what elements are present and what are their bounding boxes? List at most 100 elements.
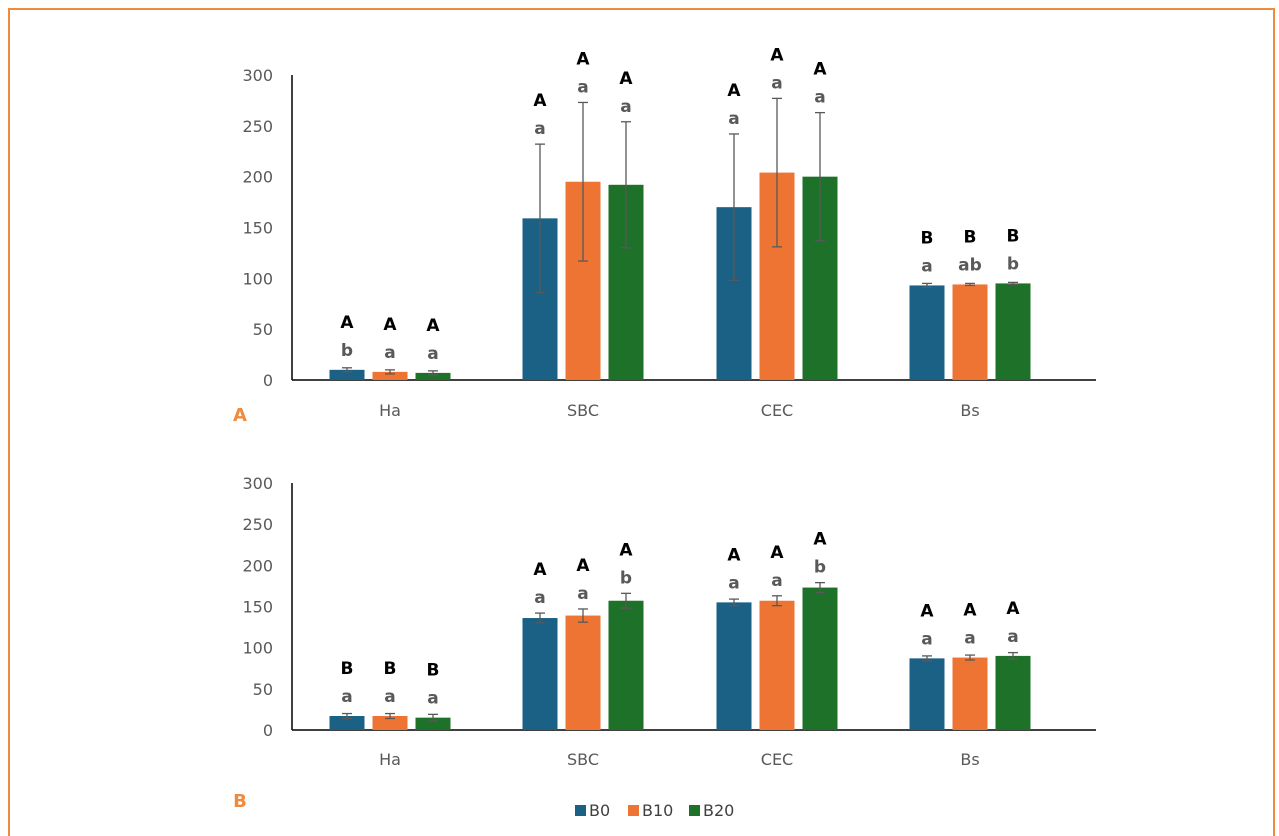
legend-label: B0 [589,801,610,820]
significance-letter-upper: A [426,316,440,336]
significance-letter-lower: a [384,687,395,707]
significance-letter-lower: a [577,584,588,604]
significance-letter-upper: B [384,659,397,679]
significance-letter-lower: b [814,558,826,578]
significance-letter-upper: B [921,228,934,248]
legend-label: B10 [642,801,673,820]
y-tick-label: 150 [242,219,273,238]
x-tick-label: Ha [379,401,401,420]
significance-letter-lower: a [427,689,438,709]
x-tick-label: SBC [567,750,599,769]
significance-letter-upper: B [1007,226,1020,246]
bar-b0 [909,658,945,730]
error-bar [385,712,395,720]
significance-letter-upper: A [533,91,547,111]
x-tick-label: SBC [567,401,599,420]
y-tick-label: 200 [242,556,273,575]
y-tick-label: 50 [253,680,273,699]
significance-letter-lower: b [620,568,632,588]
x-tick-label: Bs [960,401,979,420]
significance-letter-upper: A [727,545,741,565]
bar-b20 [415,717,451,730]
x-tick-label: Ha [379,750,401,769]
error-bar [1008,281,1018,286]
significance-letter-upper: A [619,69,633,89]
bar-b20 [608,600,644,730]
bar-b10 [565,615,601,730]
bar-b0 [909,285,945,380]
error-bar [342,712,352,720]
significance-letter-lower: a [1007,627,1018,647]
significance-letter-lower: b [341,341,353,361]
significance-letter-lower: a [384,343,395,363]
bar-b20 [415,372,451,380]
significance-letter-lower: a [728,109,739,129]
significance-letter-lower: a [921,629,932,649]
error-bar [621,121,631,249]
significance-letter-upper: A [576,49,590,69]
error-bar [965,282,975,287]
legend: B0 B10 B20 [575,801,734,820]
y-tick-label: 50 [253,320,273,339]
bar-b20 [995,655,1031,730]
error-bar [428,370,438,376]
significance-letter-lower: a [814,88,825,108]
error-bar [965,654,975,661]
legend-item-b10: B10 [628,801,673,820]
y-tick-label: 200 [242,168,273,187]
y-tick-label: 150 [242,598,273,617]
legend-swatch [689,805,700,816]
error-bar [922,282,932,289]
significance-letter-lower: a [577,77,588,97]
y-tick-label: 300 [242,474,273,493]
error-bar [535,143,545,294]
error-bar [729,133,739,282]
x-tick-label: Bs [960,750,979,769]
error-bar [578,608,588,623]
y-tick-label: 0 [263,371,273,390]
panel-label: B [233,791,247,812]
significance-letter-lower: a [341,687,352,707]
significance-letter-lower: a [534,588,545,608]
significance-letter-lower: a [921,256,932,276]
significance-letter-upper: A [813,60,827,80]
significance-letter-upper: A [533,560,547,580]
significance-letter-upper: A [770,45,784,65]
significance-letter-lower: a [427,344,438,364]
y-tick-label: 250 [242,515,273,534]
x-tick-label: CEC [761,401,793,420]
x-tick-label: CEC [761,750,793,769]
error-bar [729,598,739,607]
significance-letter-lower: a [771,73,782,93]
bar-b0 [716,602,752,730]
error-bar [1008,651,1018,660]
significance-letter-lower: a [728,573,739,593]
error-bar [428,713,438,722]
significance-letter-upper: B [427,661,440,681]
bar-b20 [995,283,1031,380]
y-tick-label: 300 [242,66,273,85]
error-bar [815,581,825,594]
error-bar [772,595,782,607]
significance-letter-lower: ab [958,255,982,275]
legend-label: B20 [703,801,734,820]
y-tick-label: 100 [242,269,273,288]
significance-letter-upper: A [963,601,977,621]
significance-letter-upper: A [813,530,827,550]
bar-b10 [952,284,988,380]
error-bar [815,111,825,242]
significance-letter-lower: a [534,119,545,139]
significance-letter-upper: A [619,540,633,560]
bar-b10 [952,657,988,730]
y-tick-label: 100 [242,639,273,658]
significance-letter-upper: A [1006,599,1020,619]
significance-letter-upper: A [770,543,784,563]
significance-letter-lower: a [620,97,631,117]
error-bar [535,612,545,624]
significance-letter-upper: A [340,313,354,333]
significance-letter-upper: A [383,315,397,335]
significance-letter-lower: b [1007,254,1019,274]
